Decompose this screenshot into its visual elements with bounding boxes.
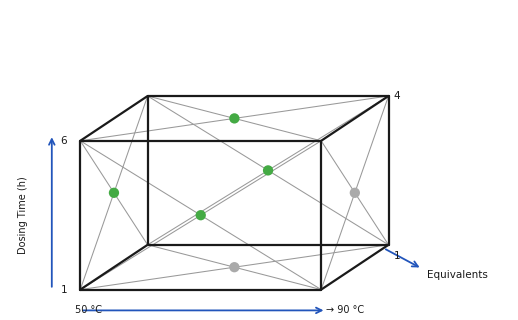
Text: 4: 4 (394, 91, 400, 101)
Point (110, 190, 118, 195)
Text: Equivalents: Equivalents (427, 270, 488, 280)
Text: 1: 1 (61, 284, 67, 295)
Text: → 90 °C: → 90 °C (326, 305, 365, 316)
Point (230, 265, 238, 270)
Point (351, 190, 359, 195)
Point (197, 212, 205, 218)
Text: Dosing Time (h): Dosing Time (h) (18, 176, 28, 254)
Point (264, 168, 272, 173)
Point (230, 116, 238, 121)
Text: 6: 6 (61, 136, 67, 146)
Text: 50 °C: 50 °C (75, 305, 102, 316)
Text: 1: 1 (394, 251, 400, 261)
